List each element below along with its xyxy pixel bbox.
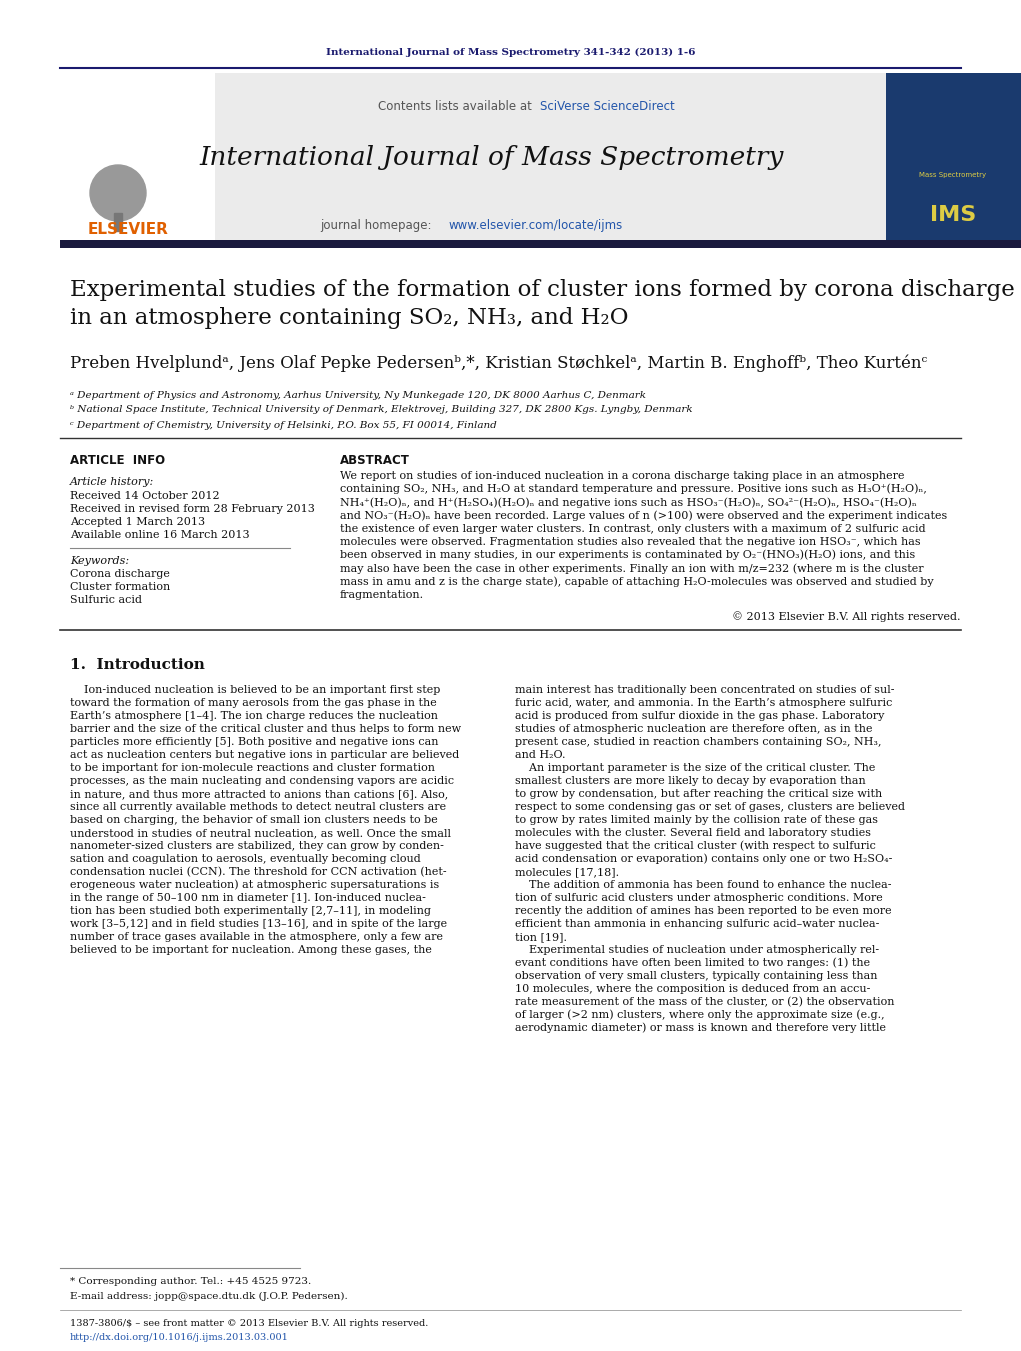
Text: fragmentation.: fragmentation. [340,590,424,600]
Text: particles more efficiently [5]. Both positive and negative ions can: particles more efficiently [5]. Both pos… [70,738,438,747]
Text: Mass Spectrometry: Mass Spectrometry [920,172,986,178]
Bar [60,73,215,240]
Text: 10 molecules, where the composition is deduced from an accu-: 10 molecules, where the composition is d… [515,984,870,994]
Text: believed to be important for nucleation. Among these gases, the: believed to be important for nucleation.… [70,944,432,955]
Text: number of trace gases available in the atmosphere, only a few are: number of trace gases available in the a… [70,932,443,942]
Text: SciVerse ScienceDirect: SciVerse ScienceDirect [540,100,675,113]
Text: evant conditions have often been limited to two ranges: (1) the: evant conditions have often been limited… [515,958,870,969]
Text: International Journal of Mass Spectrometry 341-342 (2013) 1-6: International Journal of Mass Spectromet… [327,47,695,57]
Text: We report on studies of ion-induced nucleation in a corona discharge taking plac: We report on studies of ion-induced nucl… [340,471,905,481]
Bar [886,73,1021,240]
Text: molecules were observed. Fragmentation studies also revealed that the negative i: molecules were observed. Fragmentation s… [340,536,921,547]
Text: Article history:: Article history: [70,477,154,486]
Text: molecules [17,18].: molecules [17,18]. [515,867,619,877]
Text: Cluster formation: Cluster formation [70,582,171,592]
Text: Contents lists available at: Contents lists available at [378,100,536,113]
Text: observation of very small clusters, typically containing less than: observation of very small clusters, typi… [515,971,877,981]
Text: of larger (>2 nm) clusters, where only the approximate size (e.g.,: of larger (>2 nm) clusters, where only t… [515,1009,884,1020]
Text: tion of sulfuric acid clusters under atmospheric conditions. More: tion of sulfuric acid clusters under atm… [515,893,883,902]
Bar [60,73,886,240]
Text: rate measurement of the mass of the cluster, or (2) the observation: rate measurement of the mass of the clus… [515,997,894,1008]
Text: acid is produced from sulfur dioxide in the gas phase. Laboratory: acid is produced from sulfur dioxide in … [515,711,884,721]
Text: Ion-induced nucleation is believed to be an important first step: Ion-induced nucleation is believed to be… [70,685,440,694]
Text: Sulfuric acid: Sulfuric acid [70,594,142,605]
Text: ARTICLE  INFO: ARTICLE INFO [70,454,165,466]
Text: Preben Hvelplundᵃ, Jens Olaf Pepke Pedersenᵇ,*, Kristian Støchkelᵃ, Martin B. En: Preben Hvelplundᵃ, Jens Olaf Pepke Peder… [70,354,927,372]
Text: and H₂O.: and H₂O. [515,750,566,761]
Text: Accepted 1 March 2013: Accepted 1 March 2013 [70,517,205,527]
Text: * Corresponding author. Tel.: +45 4525 9723.: * Corresponding author. Tel.: +45 4525 9… [70,1278,311,1286]
Text: Keywords:: Keywords: [70,557,129,566]
Text: molecules with the cluster. Several field and laboratory studies: molecules with the cluster. Several fiel… [515,828,871,838]
Text: smallest clusters are more likely to decay by evaporation than: smallest clusters are more likely to dec… [515,775,866,786]
Text: acid condensation or evaporation) contains only one or two H₂SO₄-: acid condensation or evaporation) contai… [515,854,892,865]
Text: E-mail address: jopp@space.dtu.dk (J.O.P. Pedersen).: E-mail address: jopp@space.dtu.dk (J.O.P… [70,1292,348,1301]
Text: tion has been studied both experimentally [2,7–11], in modeling: tion has been studied both experimentall… [70,907,431,916]
Text: condensation nuclei (CCN). The threshold for CCN activation (het-: condensation nuclei (CCN). The threshold… [70,867,446,877]
Bar [60,240,1021,249]
Text: and NO₃⁻(H₂O)ₙ have been recorded. Large values of n (>100) were observed and th: and NO₃⁻(H₂O)ₙ have been recorded. Large… [340,511,947,521]
Text: to be important for ion-molecule reactions and cluster formation: to be important for ion-molecule reactio… [70,763,435,773]
Text: Corona discharge: Corona discharge [70,569,169,580]
Text: efficient than ammonia in enhancing sulfuric acid–water nuclea-: efficient than ammonia in enhancing sulf… [515,919,879,929]
Text: based on charging, the behavior of small ion clusters needs to be: based on charging, the behavior of small… [70,815,438,825]
Text: recently the addition of amines has been reported to be even more: recently the addition of amines has been… [515,907,891,916]
Text: present case, studied in reaction chambers containing SO₂, NH₃,: present case, studied in reaction chambe… [515,738,881,747]
Text: to grow by rates limited mainly by the collision rate of these gas: to grow by rates limited mainly by the c… [515,815,878,825]
Text: An important parameter is the size of the critical cluster. The: An important parameter is the size of th… [515,763,875,773]
Text: journal homepage:: journal homepage: [320,219,435,231]
Text: mass in amu and z is the charge state), capable of attaching H₂O-molecules was o: mass in amu and z is the charge state), … [340,577,933,586]
Text: IMS: IMS [930,205,976,226]
Text: studies of atmospheric nucleation are therefore often, as in the: studies of atmospheric nucleation are th… [515,724,873,734]
Text: http://dx.doi.org/10.1016/j.ijms.2013.03.001: http://dx.doi.org/10.1016/j.ijms.2013.03… [70,1332,289,1342]
Text: in nature, and thus more attracted to anions than cations [6]. Also,: in nature, and thus more attracted to an… [70,789,448,798]
Text: processes, as the main nucleating and condensing vapors are acidic: processes, as the main nucleating and co… [70,775,454,786]
Text: act as nucleation centers but negative ions in particular are believed: act as nucleation centers but negative i… [70,750,459,761]
Text: © 2013 Elsevier B.V. All rights reserved.: © 2013 Elsevier B.V. All rights reserved… [731,612,960,623]
Text: furic acid, water, and ammonia. In the Earth’s atmosphere sulfuric: furic acid, water, and ammonia. In the E… [515,698,892,708]
Text: Received in revised form 28 February 2013: Received in revised form 28 February 201… [70,504,314,513]
Text: www.elsevier.com/locate/ijms: www.elsevier.com/locate/ijms [448,219,622,231]
Text: 1.  Introduction: 1. Introduction [70,658,205,671]
Text: to grow by condensation, but after reaching the critical size with: to grow by condensation, but after reach… [515,789,882,798]
Text: the existence of even larger water clusters. In contrast, only clusters with a m: the existence of even larger water clust… [340,524,926,534]
Text: Available online 16 March 2013: Available online 16 March 2013 [70,530,249,540]
Text: Received 14 October 2012: Received 14 October 2012 [70,490,220,501]
Text: work [3–5,12] and in field studies [13–16], and in spite of the large: work [3–5,12] and in field studies [13–1… [70,919,447,929]
Text: in an atmosphere containing SO₂, NH₃, and H₂O: in an atmosphere containing SO₂, NH₃, an… [70,307,629,330]
Text: in the range of 50–100 nm in diameter [1]. Ion-induced nuclea-: in the range of 50–100 nm in diameter [1… [70,893,426,902]
Text: since all currently available methods to detect neutral clusters are: since all currently available methods to… [70,802,446,812]
Bar [114,213,121,231]
Text: may also have been the case in other experiments. Finally an ion with m/z=232 (w: may also have been the case in other exp… [340,563,924,574]
Text: ᵇ National Space Institute, Technical University of Denmark, Elektrovej, Buildin: ᵇ National Space Institute, Technical Un… [70,405,692,415]
Text: nanometer-sized clusters are stabilized, they can grow by conden-: nanometer-sized clusters are stabilized,… [70,842,444,851]
Text: erogeneous water nucleation) at atmospheric supersaturations is: erogeneous water nucleation) at atmosphe… [70,880,439,890]
Text: ᵃ Department of Physics and Astronomy, Aarhus University, Ny Munkegade 120, DK 8: ᵃ Department of Physics and Astronomy, A… [70,390,646,400]
Text: toward the formation of many aerosols from the gas phase in the: toward the formation of many aerosols fr… [70,698,437,708]
Text: ᶜ Department of Chemistry, University of Helsinki, P.O. Box 55, FI 00014, Finlan: ᶜ Department of Chemistry, University of… [70,420,497,430]
Text: ELSEVIER: ELSEVIER [88,223,168,238]
Text: Experimental studies of the formation of cluster ions formed by corona discharge: Experimental studies of the formation of… [70,280,1015,301]
Text: understood in studies of neutral nucleation, as well. Once the small: understood in studies of neutral nucleat… [70,828,451,838]
Text: International Journal of Mass Spectrometry: International Journal of Mass Spectromet… [200,146,784,170]
Text: The addition of ammonia has been found to enhance the nuclea-: The addition of ammonia has been found t… [515,880,891,890]
Text: Experimental studies of nucleation under atmospherically rel-: Experimental studies of nucleation under… [515,944,879,955]
Text: ABSTRACT: ABSTRACT [340,454,409,466]
Text: barrier and the size of the critical cluster and thus helps to form new: barrier and the size of the critical clu… [70,724,461,734]
Text: 1387-3806/$ – see front matter © 2013 Elsevier B.V. All rights reserved.: 1387-3806/$ – see front matter © 2013 El… [70,1319,429,1328]
Text: aerodynamic diameter) or mass is known and therefore very little: aerodynamic diameter) or mass is known a… [515,1023,886,1034]
Text: respect to some condensing gas or set of gases, clusters are believed: respect to some condensing gas or set of… [515,802,905,812]
Text: containing SO₂, NH₃, and H₂O at standard temperature and pressure. Positive ions: containing SO₂, NH₃, and H₂O at standard… [340,484,927,494]
Text: sation and coagulation to aerosols, eventually becoming cloud: sation and coagulation to aerosols, even… [70,854,421,865]
Text: have suggested that the critical cluster (with respect to sulfuric: have suggested that the critical cluster… [515,840,876,851]
Circle shape [90,165,146,222]
Text: main interest has traditionally been concentrated on studies of sul-: main interest has traditionally been con… [515,685,894,694]
Text: Earth’s atmosphere [1–4]. The ion charge reduces the nucleation: Earth’s atmosphere [1–4]. The ion charge… [70,711,438,721]
Text: tion [19].: tion [19]. [515,932,567,942]
Text: been observed in many studies, in our experiments is contaminated by O₂⁻(HNO₃)(H: been observed in many studies, in our ex… [340,550,915,561]
Text: NH₄⁺(H₂O)ₙ, and H⁺(H₂SO₄)(H₂O)ₙ and negative ions such as HSO₃⁻(H₂O)ₙ, SO₄²⁻(H₂O: NH₄⁺(H₂O)ₙ, and H⁺(H₂SO₄)(H₂O)ₙ and nega… [340,497,917,508]
